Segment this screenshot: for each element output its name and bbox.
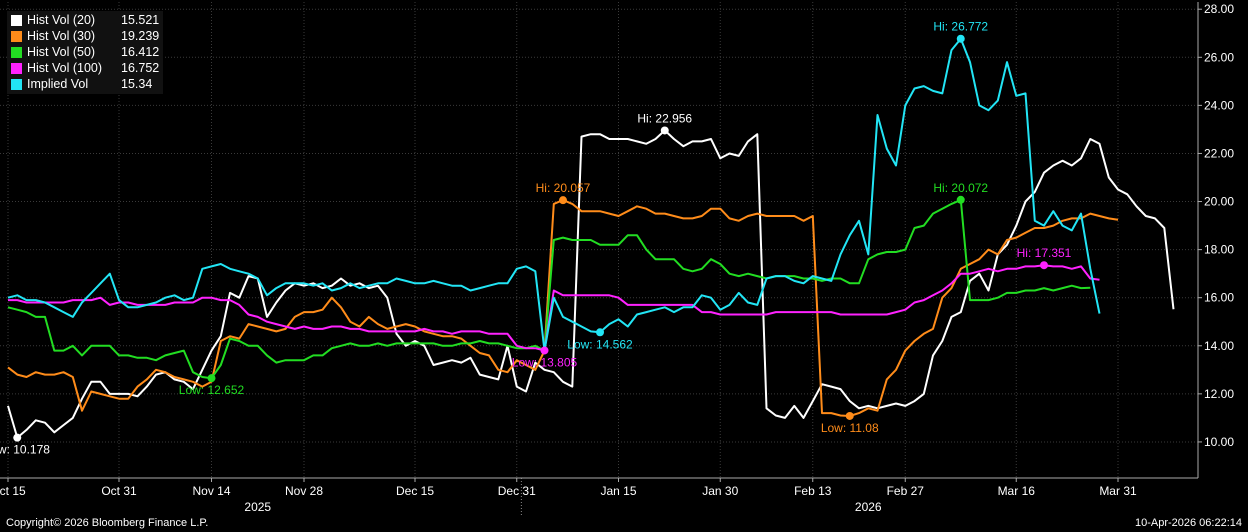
x-tick-label: Jan 30 (702, 484, 738, 498)
legend-swatch (11, 62, 22, 74)
y-tick-label: 24.00 (1204, 98, 1234, 112)
y-tick-label: 20.00 (1204, 195, 1234, 209)
annotation-marker (207, 374, 216, 383)
y-tick-label: 22.00 (1204, 146, 1234, 160)
x-tick-label: Mar 31 (1099, 484, 1137, 498)
annotation-marker (559, 196, 567, 205)
y-tick-label: 10.00 (1204, 435, 1234, 449)
x-tick-label: Oct 15 (0, 484, 26, 498)
y-tick-label: 12.00 (1204, 387, 1234, 401)
x-tick-label: Dec 31 (498, 484, 536, 498)
series-line (7, 129, 1175, 439)
y-tick-label: 16.00 (1204, 291, 1234, 305)
annotation-marker (1040, 261, 1048, 270)
year-label: 2026 (855, 500, 882, 514)
legend-item: Implied Vol 15.34 (11, 76, 159, 92)
annotation-label: Low: 11.08 (821, 421, 879, 435)
legend-value: 19.239 (121, 29, 160, 43)
legend-swatch (11, 14, 22, 26)
legend-value: 15.521 (121, 13, 160, 27)
copyright-text: Copyright© 2026 Bloomberg Finance L.P. (6, 517, 209, 529)
legend-label: Hist Vol (100) (27, 61, 103, 75)
year-label: 2025 (244, 500, 271, 514)
annotation-label: Low: 13.805 (512, 355, 578, 369)
grid (0, 2, 1198, 478)
legend-label: Hist Vol (20) (27, 13, 96, 27)
annotation-label: Low: 10.178 (0, 443, 50, 457)
annotations: Low: 10.178 Hi: 22.956 Hi: 20.057 Low: 11.0… (0, 20, 1072, 457)
x-tick-label: Feb 13 (794, 484, 832, 498)
legend-swatch (11, 30, 22, 42)
x-tick-label: Nov 14 (192, 484, 230, 498)
annotation-label: Hi: 22.956 (637, 111, 692, 125)
legend-value: 15.34 (121, 77, 153, 91)
legend-item: Hist Vol (100) 16.752 (11, 60, 159, 76)
annotation-label: Hi: 20.057 (536, 181, 591, 195)
series-lines (7, 37, 1175, 439)
annotation-marker (956, 195, 965, 204)
y-tick-label: 18.00 (1204, 243, 1234, 257)
legend-item: Hist Vol (20) 15.521 (11, 12, 159, 28)
series-line (7, 37, 1101, 352)
legend-swatch (11, 78, 22, 90)
legend: Hist Vol (20) 15.521 Hist Vol (30) 19.23… (7, 11, 164, 94)
axes: 10.00 12.00 14.00 16.00 18.00 20.00 22.00 24.00… (0, 2, 1234, 516)
annotation-label: Low: 12.652 (179, 383, 245, 397)
legend-label: Hist Vol (30) (27, 29, 96, 43)
legend-value: 16.412 (121, 45, 160, 59)
legend-label: Implied Vol (27, 77, 89, 91)
annotation-label: Hi: 20.072 (933, 181, 988, 195)
timestamp-text: 10-Apr-2026 06:22:14 (1134, 517, 1242, 529)
y-tick-label: 26.00 (1204, 50, 1234, 64)
x-tick-label: Mar 16 (998, 484, 1036, 498)
y-tick-label: 28.00 (1204, 2, 1234, 16)
annotation-marker (13, 433, 22, 442)
x-tick-label: Jan 15 (600, 484, 636, 498)
annotation-label: Low: 14.562 (567, 337, 633, 351)
series-line (7, 198, 1091, 380)
annotation-marker (596, 328, 604, 337)
x-tick-label: Nov 28 (285, 484, 323, 498)
y-tick-label: 14.00 (1204, 339, 1234, 353)
annotation-label: Hi: 17.351 (1017, 246, 1072, 260)
annotation-marker (540, 346, 549, 355)
annotation-marker (660, 126, 669, 135)
legend-value: 16.752 (121, 61, 160, 75)
x-tick-label: Oct 31 (101, 484, 137, 498)
series-line (8, 264, 1100, 352)
legend-swatch (11, 46, 22, 58)
legend-item: Hist Vol (50) 16.412 (11, 44, 159, 60)
x-tick-label: Dec 15 (396, 484, 434, 498)
annotation-label: Hi: 26.772 (933, 20, 988, 34)
series-line (7, 199, 1119, 417)
legend-label: Hist Vol (50) (27, 45, 96, 59)
annotation-marker (845, 411, 854, 420)
legend-item: Hist Vol (30) 19.239 (11, 28, 159, 44)
x-tick-label: Feb 27 (887, 484, 925, 498)
annotation-marker (956, 34, 965, 43)
